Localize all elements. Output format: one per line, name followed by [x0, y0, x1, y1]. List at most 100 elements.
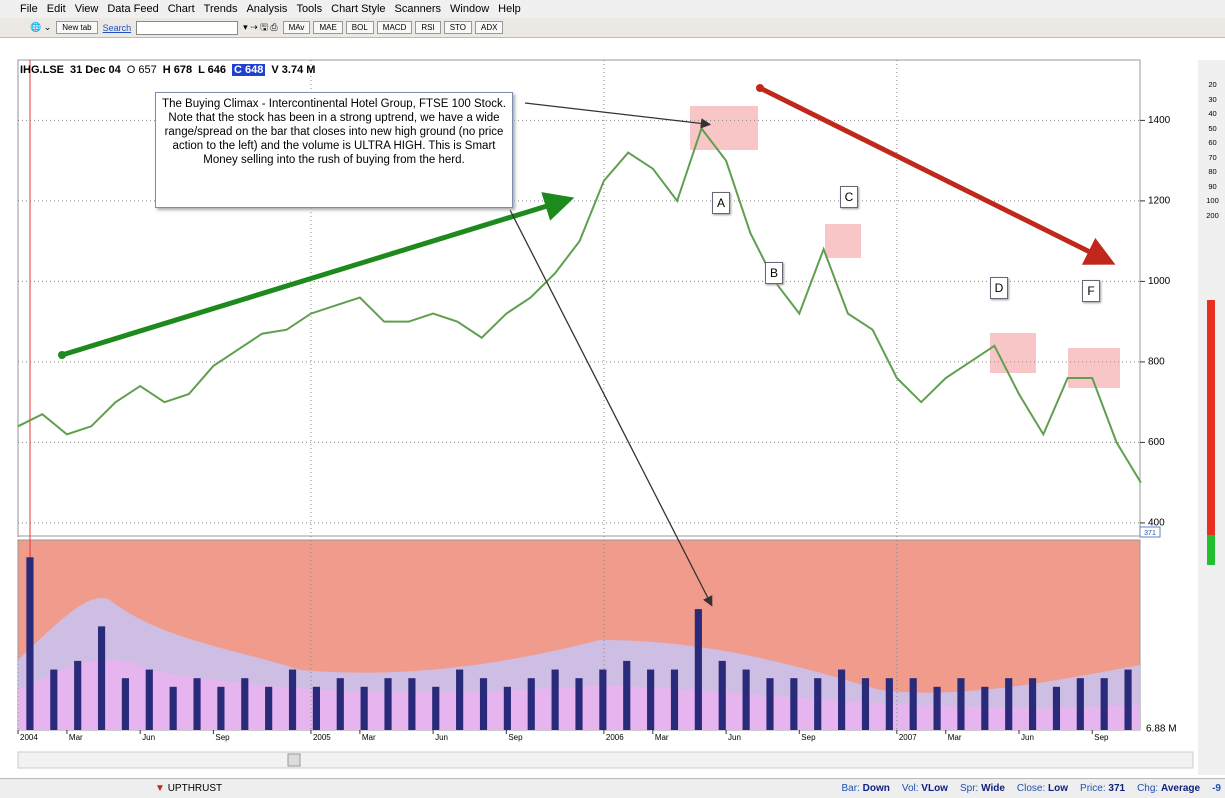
quote-header: IHG.LSE 31 Dec 04 O 657 H 678 L 646 C 64… — [20, 64, 315, 76]
menu-item[interactable]: Data Feed — [107, 3, 159, 15]
status-value: 371 — [1108, 783, 1126, 794]
menu-item[interactable]: Tools — [296, 3, 323, 15]
volume-bar — [360, 686, 368, 730]
scrollbar[interactable] — [17, 751, 1194, 769]
status-label: Chg: — [1137, 783, 1159, 794]
volume-bar — [145, 669, 153, 730]
menu-item[interactable]: View — [74, 3, 99, 15]
zoom-level[interactable]: 80 — [1208, 167, 1217, 176]
low: L 646 — [198, 64, 227, 76]
status-bar: ▼ UPTHRUST Bar: Down Vol: VLow Spr: Wide Cl… — [0, 778, 1225, 798]
volume: V 3.74 M — [271, 64, 316, 76]
volume-bar — [527, 678, 535, 730]
icon[interactable]: ▾ ⇢ 🖫 ⎙ — [243, 21, 278, 32]
scroll-thumb[interactable] — [287, 753, 301, 767]
indicator-button[interactable]: MACD — [376, 21, 413, 34]
menu-item[interactable]: File — [20, 3, 38, 15]
indicator-button[interactable]: MAE — [313, 21, 343, 34]
volume-bar — [718, 660, 726, 730]
symbol: IHG.LSE — [20, 64, 65, 76]
indicator-button[interactable]: MAv — [282, 21, 311, 34]
volume-bar — [121, 678, 130, 730]
menu-item[interactable]: Chart Style — [331, 3, 386, 15]
menu-item[interactable]: Window — [450, 3, 490, 15]
new-tab-button[interactable]: New tab — [56, 21, 98, 34]
x-tick-label: Jun — [142, 733, 155, 742]
zoom-level[interactable]: 70 — [1208, 152, 1217, 162]
indicator-buttons: MAv MAE BOL MACD RSI STO ADX — [282, 21, 504, 34]
status-label: Spr: — [959, 783, 979, 794]
toolbar: 🌐 ⌄ New tab Search ▾ ⇢ 🖫 ⎙ MAv MAE BOL MACD… — [0, 18, 1225, 38]
search-link[interactable]: Search — [102, 22, 132, 33]
volume-bar — [479, 678, 488, 730]
volume-bar — [575, 678, 583, 730]
menu-item[interactable]: Scanners — [394, 3, 442, 15]
zoom-level[interactable]: 50 — [1208, 123, 1217, 133]
volume-bar — [1005, 678, 1013, 730]
x-tick-label: 2004 — [20, 733, 38, 742]
arrow-start — [756, 84, 764, 92]
status-items: Bar: Down Vol: VLow Spr: Wide Close: Low Pri… — [829, 783, 1221, 794]
indicator-button[interactable]: RSI — [415, 21, 441, 34]
status-value: Wide — [981, 783, 1005, 794]
volume-bar — [217, 686, 225, 730]
volume-bar — [384, 678, 392, 730]
x-tick-label: Sep — [1094, 733, 1109, 742]
date: 31 Dec 04 — [70, 64, 121, 76]
x-tick-label: Mar — [69, 733, 83, 742]
pointer-arrow — [509, 209, 713, 607]
menu-item[interactable]: Chart — [167, 3, 195, 15]
volume-bar — [1028, 678, 1037, 730]
y-tick-label: 1000 — [1148, 276, 1171, 287]
menu-item[interactable]: Edit — [46, 3, 66, 15]
volume-bar — [694, 609, 702, 730]
trend-arrow — [61, 192, 575, 358]
indicator-button[interactable]: ADX — [475, 21, 504, 34]
volume-bar — [670, 669, 679, 730]
status-tail: -9 — [1212, 783, 1221, 794]
x-tick-label: Sep — [801, 733, 816, 742]
menu-item[interactable]: Trends — [203, 3, 238, 15]
point-label: B — [765, 262, 783, 284]
zoom-level[interactable]: 20 — [1208, 80, 1217, 89]
annotation: The Buying Climax - Intercontinental Hot… — [155, 92, 513, 208]
volume-bar — [169, 686, 177, 730]
zoom-level[interactable]: 100 — [1206, 196, 1219, 205]
indicator-button[interactable]: STO — [443, 21, 473, 34]
icon[interactable]: 🌐 ⌄ — [30, 22, 52, 32]
menu-item[interactable]: Help — [498, 3, 521, 15]
search-box[interactable] — [136, 20, 239, 35]
volume-bar — [1124, 669, 1132, 730]
volume-bar — [1076, 678, 1084, 730]
volume-bar — [1100, 678, 1108, 730]
price-box-label: 371 — [1144, 530, 1156, 537]
x-tick-label: Sep — [215, 733, 230, 742]
x-tick-label: 2006 — [606, 733, 624, 742]
indicator-button[interactable]: BOL — [345, 21, 374, 34]
x-tick-label: Mar — [948, 733, 962, 742]
y-tick-label: 400 — [1148, 518, 1165, 529]
zoom-level[interactable]: 40 — [1208, 109, 1217, 118]
status-item: Chg: Average — [1137, 783, 1200, 794]
volume-bar — [814, 678, 822, 730]
status-label: Bar: — [841, 783, 860, 794]
volume-bar — [408, 678, 416, 730]
volume-bar — [193, 678, 201, 730]
zoom-level[interactable]: 60 — [1208, 138, 1217, 147]
menu-item[interactable]: Analysis — [246, 3, 288, 15]
zoom-level[interactable]: 90 — [1208, 181, 1217, 191]
volume-bar — [885, 678, 893, 730]
volume-bar — [74, 660, 82, 730]
zoom-level[interactable]: 30 — [1208, 94, 1217, 104]
legend: ▼ UPTHRUST — [155, 783, 223, 794]
volume-bar — [432, 686, 440, 730]
volume-bar — [909, 678, 917, 730]
volume-bar — [838, 669, 846, 730]
volume-bar — [861, 678, 870, 730]
price-box — [1139, 526, 1161, 538]
x-tick-label: Mar — [362, 733, 376, 742]
y-tick-label: 1200 — [1148, 196, 1171, 207]
zoom-level[interactable]: 200 — [1206, 210, 1219, 220]
